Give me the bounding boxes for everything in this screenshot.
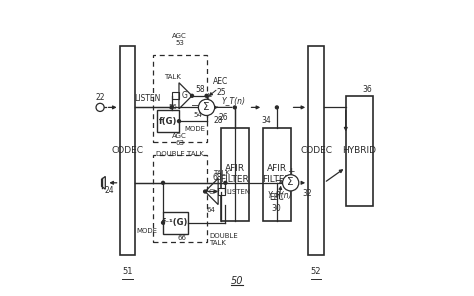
Text: TALK: TALK bbox=[213, 170, 230, 176]
Circle shape bbox=[233, 106, 236, 109]
Circle shape bbox=[199, 99, 215, 115]
Text: G: G bbox=[182, 91, 188, 100]
Text: 32: 32 bbox=[302, 189, 312, 198]
Text: CODEC: CODEC bbox=[300, 147, 332, 155]
Text: 36: 36 bbox=[362, 86, 372, 94]
Text: G⁻¹: G⁻¹ bbox=[209, 189, 220, 194]
Text: 56: 56 bbox=[169, 104, 178, 110]
Circle shape bbox=[96, 103, 104, 112]
Text: 51: 51 bbox=[122, 267, 133, 276]
Text: AGC
63: AGC 63 bbox=[173, 133, 187, 146]
Bar bbox=[346, 96, 374, 206]
Text: 54: 54 bbox=[193, 112, 202, 118]
Text: EEC
30: EEC 30 bbox=[269, 193, 283, 213]
Text: LISTEN: LISTEN bbox=[134, 94, 160, 103]
Text: 22: 22 bbox=[95, 93, 105, 102]
Text: Σ: Σ bbox=[203, 102, 210, 112]
Circle shape bbox=[170, 106, 173, 109]
Circle shape bbox=[204, 190, 207, 193]
Circle shape bbox=[205, 94, 208, 97]
Text: LISTEN: LISTEN bbox=[227, 189, 251, 194]
Text: DOUBLE TALK: DOUBLE TALK bbox=[156, 151, 204, 157]
Circle shape bbox=[224, 181, 227, 184]
Text: Σ: Σ bbox=[287, 177, 294, 187]
Text: DOUBLE
TALK: DOUBLE TALK bbox=[210, 233, 238, 246]
Text: AFIR
FILTER: AFIR FILTER bbox=[263, 164, 291, 184]
Text: 66: 66 bbox=[177, 235, 186, 241]
Text: −: − bbox=[275, 176, 283, 186]
Text: 52: 52 bbox=[311, 267, 321, 276]
Text: −: − bbox=[191, 101, 199, 111]
Text: 58: 58 bbox=[195, 86, 205, 94]
Text: AFIR
FILTER: AFIR FILTER bbox=[220, 164, 249, 184]
Text: 34: 34 bbox=[261, 116, 271, 125]
Text: 28: 28 bbox=[213, 116, 223, 125]
Text: f(G): f(G) bbox=[159, 117, 177, 126]
Bar bbox=[153, 155, 207, 242]
Text: AGC
53: AGC 53 bbox=[173, 33, 187, 46]
Bar bbox=[221, 128, 248, 221]
Text: TALK: TALK bbox=[164, 74, 181, 80]
Text: MODE: MODE bbox=[136, 228, 157, 234]
Bar bbox=[172, 92, 179, 99]
Text: HYBRID: HYBRID bbox=[343, 147, 376, 155]
Bar bbox=[308, 46, 324, 255]
Text: CODEC: CODEC bbox=[111, 147, 144, 155]
Bar bbox=[153, 55, 207, 142]
Text: 68: 68 bbox=[213, 173, 222, 181]
Bar bbox=[263, 128, 291, 221]
Text: 24: 24 bbox=[105, 186, 114, 194]
Text: 50: 50 bbox=[231, 276, 243, 287]
Bar bbox=[157, 110, 179, 132]
Text: +: + bbox=[287, 167, 294, 176]
Circle shape bbox=[178, 120, 181, 123]
Text: 64: 64 bbox=[207, 207, 215, 213]
Text: +: + bbox=[204, 92, 211, 101]
Text: Y_R(n): Y_R(n) bbox=[267, 190, 292, 199]
Bar bbox=[218, 188, 226, 195]
Text: Y_T(n): Y_T(n) bbox=[222, 96, 246, 105]
Bar bbox=[163, 212, 188, 234]
Circle shape bbox=[283, 175, 299, 191]
Text: 26: 26 bbox=[218, 113, 228, 122]
Circle shape bbox=[162, 221, 164, 224]
Circle shape bbox=[191, 94, 193, 97]
Text: AEC
25: AEC 25 bbox=[213, 77, 228, 97]
Text: f⁻¹(G): f⁻¹(G) bbox=[162, 218, 189, 227]
Text: MODE: MODE bbox=[185, 126, 206, 132]
Circle shape bbox=[162, 181, 164, 184]
Circle shape bbox=[275, 106, 278, 109]
Bar bbox=[119, 46, 136, 255]
